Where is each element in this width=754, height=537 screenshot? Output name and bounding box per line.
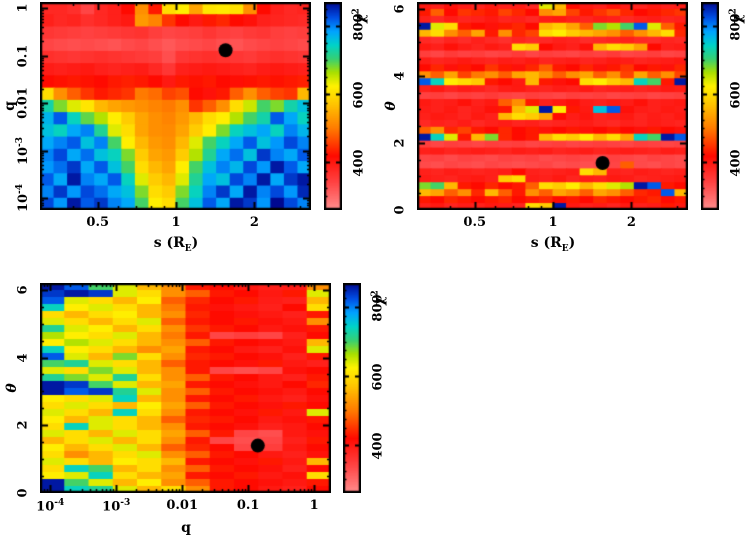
- colorbar-q-theta: 400 600 800: [343, 283, 386, 493]
- heatmap-canvas-s-theta: [417, 2, 688, 210]
- tick-label: 6: [15, 285, 31, 295]
- tick-label: 10-4: [14, 184, 32, 213]
- panel-s-theta: 0.5 1 2 0 2 4 6: [393, 2, 688, 229]
- tick-label: 1: [171, 215, 181, 230]
- colorbar-s-q: 400 600 800: [324, 2, 367, 210]
- tick-label: 2: [249, 215, 259, 230]
- tick-label: 10-4: [36, 498, 65, 515]
- tick-label: 0.5: [86, 215, 110, 230]
- tick-label: 400: [351, 148, 367, 177]
- y-axis-title-theta-bottom: θ: [4, 383, 20, 393]
- x-axis-title-s-q: s (RE): [153, 235, 199, 254]
- chi-symbol: χ: [352, 14, 369, 24]
- tick-label: 600: [351, 80, 367, 109]
- x-axis-title-q-theta: q: [181, 520, 191, 536]
- tick-label: 400: [370, 431, 386, 460]
- heatmap-canvas-s-q: [40, 2, 311, 210]
- colorbar-title-chi2-s-theta: χ2: [728, 8, 746, 24]
- tick-label: 600: [370, 362, 386, 391]
- tick-label: 0: [392, 205, 408, 215]
- colorbar-title-chi2-q-theta: χ2: [370, 290, 388, 306]
- heatmap-canvas-q-theta: [40, 283, 331, 493]
- tick-label: 0.1: [15, 44, 31, 67]
- tick-label: 1: [548, 215, 558, 230]
- colorbar-title-chi2-s-q: χ2: [351, 8, 369, 24]
- y-axis-title-q: q: [2, 101, 18, 111]
- chi-symbol: χ: [729, 14, 746, 24]
- tick-label: 400: [728, 148, 744, 177]
- tick-label: 0: [15, 488, 31, 498]
- chi-exponent: 2: [370, 290, 381, 297]
- panel-s-q: 0.5 1 2 1 0.1 0.01 10-3 10-4: [15, 2, 311, 229]
- tick-label: 1: [15, 3, 31, 13]
- tick-label: 0.1: [236, 498, 260, 513]
- colorbar-canvas-q-theta: [343, 283, 361, 493]
- y-axis-title-theta-top: θ: [383, 101, 399, 111]
- tick-label: 10-3: [102, 498, 131, 515]
- colorbar-canvas-s-theta: [701, 2, 719, 210]
- x-axis-title-s-theta: s (RE): [530, 235, 576, 254]
- tick-label: 2: [626, 215, 636, 230]
- tick-label: 4: [392, 71, 408, 81]
- tick-label: 4: [15, 352, 31, 363]
- colorbar-s-theta: 400 600 800: [701, 2, 744, 210]
- colorbar-canvas-s-q: [324, 2, 342, 210]
- tick-label: 600: [728, 80, 744, 109]
- tick-label: 10-3: [14, 136, 32, 165]
- tick-label: 0.5: [463, 215, 487, 230]
- tick-label: 2: [15, 420, 31, 430]
- chi-exponent: 2: [728, 8, 739, 15]
- tick-label: 6: [392, 4, 408, 14]
- chi-exponent: 2: [351, 8, 362, 15]
- tick-label: 1: [309, 498, 319, 513]
- tick-label: 0.01: [15, 87, 31, 119]
- tick-label: 2: [392, 138, 408, 148]
- panel-q-theta: 10-4 10-3 0.01 0.1 1 0 2 4 6: [16, 283, 331, 513]
- chi-symbol: χ: [371, 296, 388, 306]
- tick-label: 0.01: [166, 498, 199, 513]
